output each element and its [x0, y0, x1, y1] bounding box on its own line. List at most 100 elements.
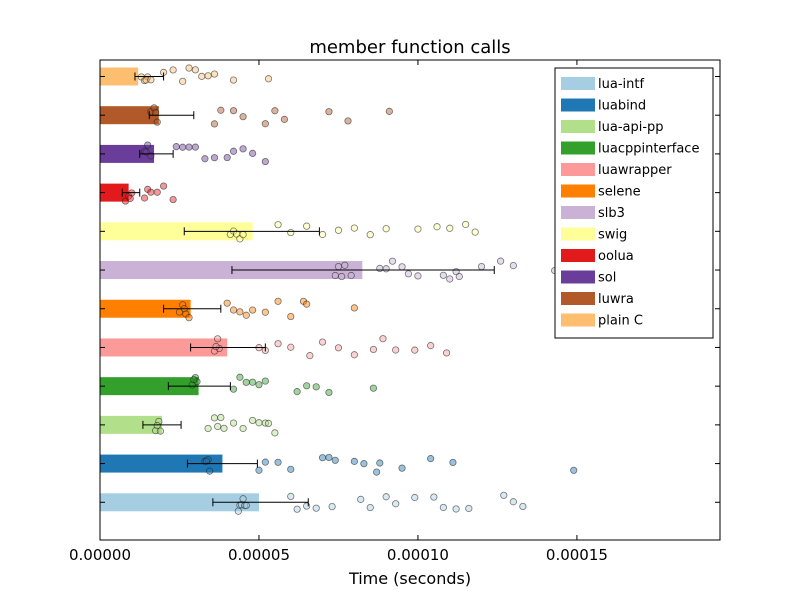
sample-point: [350, 351, 358, 359]
sample-point: [185, 64, 193, 72]
series-lua-api-pp: [100, 413, 279, 437]
sample-point: [202, 457, 211, 465]
bar-sol: [100, 144, 155, 163]
sample-point: [236, 308, 244, 316]
sample-point: [449, 458, 457, 467]
sample-point: [255, 419, 263, 427]
sample-point: [366, 231, 374, 239]
sample-point: [341, 261, 349, 269]
sample-point: [388, 257, 397, 265]
series-luacppinterface: [100, 373, 378, 397]
sample-point: [147, 76, 155, 84]
legend-label: luawrapper: [598, 163, 672, 178]
legend: lua-intf luabind lua-api-pp luacppinterface…: [554, 67, 714, 339]
sample-point: [153, 118, 161, 126]
sample-point: [274, 221, 282, 229]
legend-label: oolua: [598, 249, 634, 264]
sample-point: [462, 220, 470, 229]
sample-point: [404, 270, 413, 278]
sample-point: [465, 504, 473, 513]
sample-point: [229, 76, 238, 84]
bar-luabind: [100, 454, 223, 473]
sample-point: [303, 222, 311, 230]
plot-frame: [99, 59, 721, 541]
legend-label: luabind: [598, 99, 646, 114]
legend-label: luwra: [598, 292, 634, 307]
sample-point: [318, 454, 327, 462]
sample-point: [198, 72, 206, 80]
sample-point: [153, 188, 161, 196]
legend-item: sol: [561, 270, 616, 286]
legend-swatch: [561, 120, 595, 133]
sample-point: [430, 493, 438, 501]
series-selene: [100, 297, 358, 322]
legend-item: plain C: [561, 313, 643, 329]
sample-point: [249, 306, 257, 314]
legend-label: luacppinterface: [598, 142, 699, 157]
sample-point: [334, 344, 343, 352]
legend-swatch: [561, 98, 595, 112]
sample-point: [325, 388, 333, 397]
sample-point: [347, 271, 355, 280]
sample-point: [385, 107, 393, 115]
sample-point: [204, 424, 212, 433]
sample-point: [229, 107, 238, 115]
legend-item: lua-api-pp: [561, 120, 664, 135]
legend-item: luabind: [561, 98, 646, 114]
x-axis: 0.00000 0.00005 0.00010 0.00015: [69, 60, 608, 564]
sample-point: [360, 460, 368, 468]
x-tick-label: 0.00005: [228, 546, 290, 564]
sample-point: [373, 468, 381, 476]
sample-point: [338, 272, 346, 281]
sample-point: [509, 498, 517, 506]
legend-swatch: [561, 206, 595, 219]
legend-swatch: [561, 163, 595, 176]
sample-point: [220, 424, 228, 432]
legend-swatch: [561, 77, 595, 90]
sample-point: [239, 231, 247, 239]
sample-point: [190, 375, 198, 384]
sample-point: [261, 458, 269, 466]
sample-point: [147, 188, 155, 196]
sample-point: [427, 455, 435, 463]
sample-point: [229, 385, 238, 393]
sample-point: [274, 340, 282, 348]
sample-point: [306, 352, 314, 360]
sample-point: [318, 338, 327, 346]
sample-point: [261, 377, 269, 385]
sample-point: [255, 381, 263, 389]
sample-point: [439, 503, 447, 512]
legend-label: slb3: [598, 206, 625, 221]
sample-point: [236, 373, 244, 381]
sample-point: [242, 311, 250, 319]
bar-luawrapper: [100, 338, 228, 357]
sample-point: [239, 145, 247, 153]
sample-point: [261, 157, 269, 166]
sample-point: [249, 149, 257, 157]
sample-point: [287, 343, 295, 351]
sample-point: [239, 113, 247, 121]
series-plain-C: [100, 64, 273, 86]
sample-point: [500, 491, 508, 499]
sample-point: [446, 224, 454, 232]
sample-point: [169, 66, 177, 74]
sample-point: [261, 308, 269, 316]
legend-label: plain C: [598, 314, 643, 329]
bar-selene: [100, 299, 191, 318]
bar-slb3: [100, 261, 363, 280]
sample-point: [156, 427, 165, 435]
sample-point: [179, 143, 187, 151]
bar-luacppinterface: [100, 377, 199, 396]
sample-point: [210, 414, 219, 422]
sample-point: [179, 301, 187, 309]
sample-point: [446, 275, 454, 283]
sample-point: [206, 467, 214, 475]
legend-swatch: [561, 184, 595, 198]
legend-swatch: [561, 270, 595, 284]
sample-point: [366, 503, 374, 512]
sample-point: [398, 263, 406, 271]
sample-point: [376, 264, 384, 272]
sample-point: [312, 504, 320, 512]
